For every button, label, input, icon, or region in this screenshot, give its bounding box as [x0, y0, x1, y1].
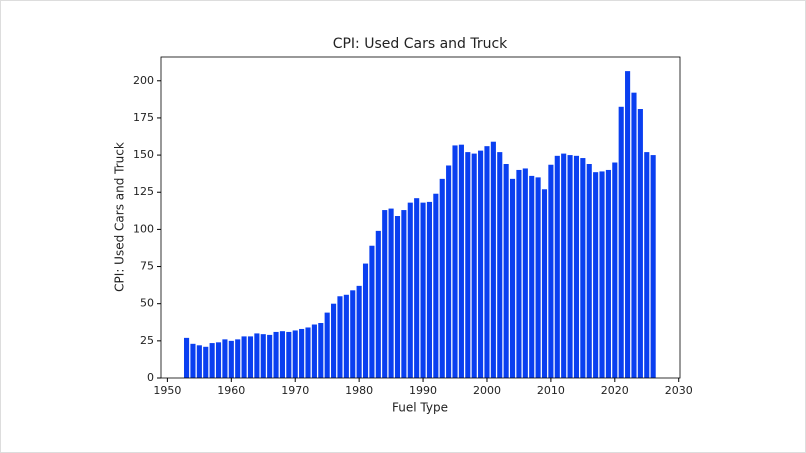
bar — [541, 189, 548, 378]
x-axis-label: Fuel Type — [392, 401, 448, 415]
bar — [318, 323, 324, 378]
bar — [497, 152, 503, 378]
bar — [644, 152, 650, 378]
bar — [254, 333, 260, 378]
bar — [561, 153, 567, 378]
bar — [222, 339, 228, 378]
y-tick-label: 175 — [133, 111, 154, 124]
bar — [605, 169, 611, 378]
bar — [215, 342, 222, 378]
bar — [350, 290, 356, 378]
x-tick-label: 1990 — [409, 384, 437, 397]
bar — [356, 285, 362, 378]
y-tick-label: 25 — [140, 334, 154, 347]
x-tick-label: 1980 — [345, 384, 373, 397]
bar — [599, 171, 605, 378]
bar — [343, 294, 349, 378]
bar — [267, 334, 273, 378]
bar — [337, 296, 343, 378]
bar — [190, 343, 196, 378]
bar — [369, 245, 375, 378]
bar — [484, 146, 490, 378]
bar — [292, 330, 298, 378]
bar — [446, 165, 452, 378]
bar — [509, 178, 516, 378]
bar — [478, 150, 484, 378]
bar — [420, 202, 426, 378]
bar — [382, 210, 388, 378]
bar — [503, 164, 509, 378]
bar — [414, 198, 420, 378]
bar — [573, 155, 580, 378]
bar — [209, 343, 215, 378]
bar — [612, 162, 618, 378]
bar — [299, 328, 305, 378]
y-tick-label: 200 — [133, 74, 154, 87]
bar — [625, 71, 631, 379]
bar — [235, 339, 241, 378]
bar — [228, 340, 234, 378]
bar — [394, 216, 401, 378]
bar — [375, 230, 381, 378]
bar — [554, 155, 560, 378]
bar — [471, 153, 477, 378]
bar — [426, 201, 433, 378]
bar — [433, 193, 439, 378]
bar — [650, 155, 656, 378]
bar — [279, 331, 285, 378]
bar — [305, 327, 311, 378]
bar — [452, 145, 458, 378]
bar — [567, 155, 573, 378]
bar — [586, 164, 592, 378]
bar — [388, 208, 394, 378]
x-tick-label: 1950 — [153, 384, 181, 397]
bar — [241, 336, 247, 378]
bar — [273, 331, 279, 378]
plot-frame — [160, 56, 681, 379]
bar — [362, 263, 369, 378]
y-tick-label: 125 — [133, 185, 154, 198]
y-tick-label: 100 — [133, 222, 154, 235]
bar — [203, 346, 209, 378]
bar — [593, 172, 599, 378]
bar — [324, 312, 330, 378]
x-tick-label: 2000 — [473, 384, 501, 397]
x-tick-label: 1960 — [217, 384, 245, 397]
bar — [637, 109, 643, 378]
bar — [618, 106, 624, 378]
bar — [522, 168, 528, 378]
bar — [247, 336, 254, 378]
y-tick-label: 150 — [133, 148, 154, 161]
bar — [407, 202, 413, 378]
x-tick-label: 2030 — [665, 384, 693, 397]
x-tick-label: 2010 — [537, 384, 565, 397]
bar — [311, 324, 317, 378]
y-tick-label: 75 — [140, 260, 154, 273]
x-tick-label: 1970 — [281, 384, 309, 397]
y-axis-label: CPI: Used Cars and Truck — [113, 142, 127, 292]
bar — [529, 175, 535, 378]
bar — [260, 334, 266, 378]
bar — [631, 92, 637, 379]
bar — [331, 303, 337, 378]
bar — [458, 144, 464, 378]
bar — [184, 337, 190, 378]
bar — [580, 158, 586, 378]
bar — [548, 164, 554, 378]
bar — [286, 331, 292, 378]
bar — [465, 152, 471, 378]
y-tick-label: 50 — [140, 297, 154, 310]
bar — [196, 345, 202, 378]
y-tick-label: 0 — [147, 371, 154, 384]
x-tick-label: 2020 — [601, 384, 629, 397]
chart-title: CPI: Used Cars and Truck — [333, 36, 508, 52]
bar — [439, 178, 445, 378]
bar — [516, 169, 522, 378]
bar — [401, 210, 407, 378]
bar — [535, 177, 541, 378]
bar — [490, 141, 496, 378]
